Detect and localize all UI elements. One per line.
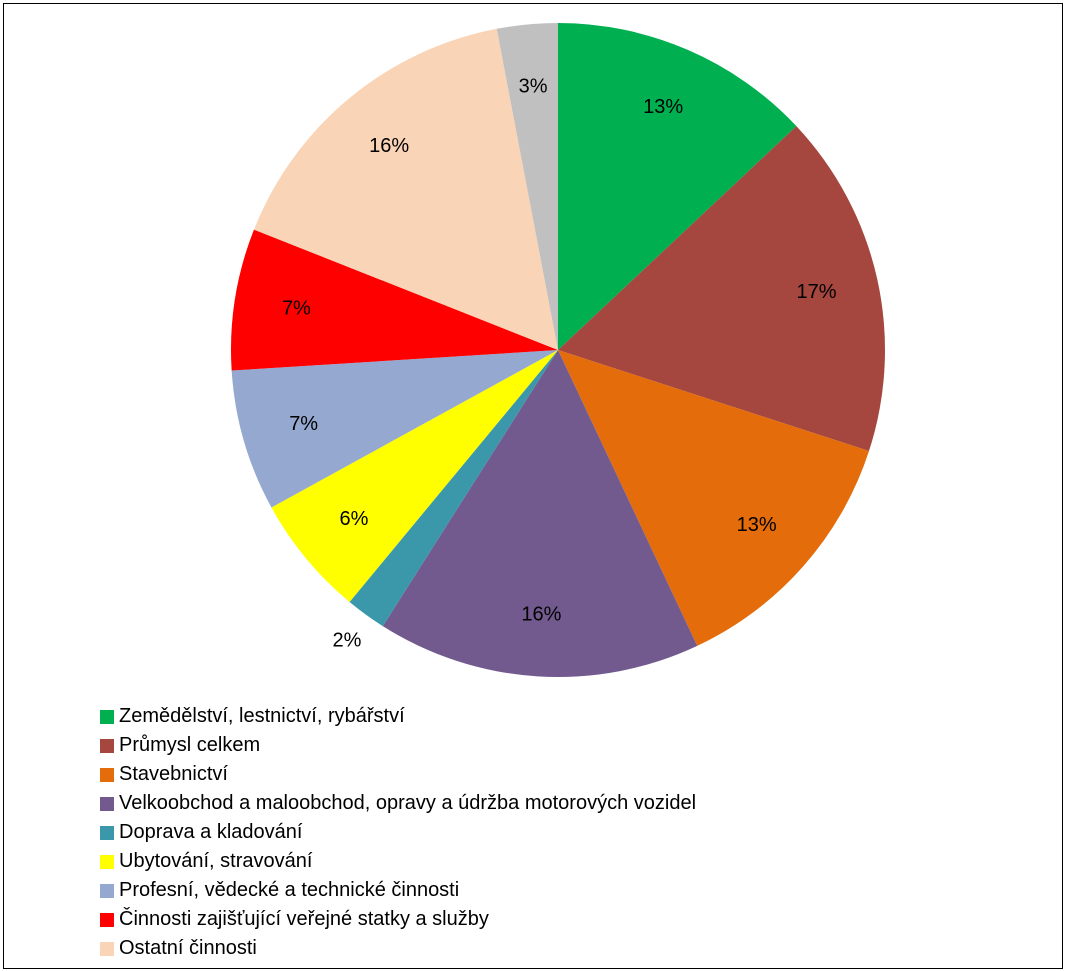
legend-item: Profesní, vědecké a technické činnosti	[100, 876, 696, 905]
legend-swatch	[100, 767, 114, 782]
legend-item: Průmysl celkem	[100, 731, 696, 760]
slice-value-label: 16%	[521, 603, 561, 625]
slice-value-label: 16%	[369, 135, 409, 157]
legend-swatch	[100, 854, 114, 869]
legend-item: Stavebnictví	[100, 760, 696, 789]
legend-label: Průmysl celkem	[119, 734, 261, 756]
legend-label: Velkoobchod a maloobchod, opravy a údržb…	[119, 792, 697, 814]
legend-item: Doprava a kladování	[100, 818, 696, 847]
legend: Zemědělství, lestnictví, rybářství Průmys…	[100, 702, 696, 963]
pie-slice	[558, 126, 885, 452]
slice-value-label: 7%	[289, 413, 318, 435]
slice-value-label: 17%	[796, 281, 836, 303]
pie-slice	[231, 350, 558, 508]
pie-slice	[271, 350, 558, 602]
legend-item: Velkoobchod a maloobchod, opravy a údržb…	[100, 789, 696, 818]
slice-value-label: 2%	[333, 629, 362, 651]
legend-label: Ostatní činnosti	[119, 937, 257, 959]
legend-label: Činnosti zajišťující veřejné statky a sl…	[119, 908, 489, 930]
pie-slice	[558, 23, 797, 350]
legend-item: Zemědělství, lestnictví, rybářství	[100, 702, 696, 731]
slice-value-label: 13%	[643, 96, 683, 118]
pie-slice	[558, 350, 869, 646]
pie-slice	[496, 23, 558, 350]
legend-swatch	[100, 825, 114, 840]
pie-chart: 13% 17% 13% 16% 2% 6% 7% 7% 16% 3%	[231, 23, 885, 677]
pie-slice	[231, 229, 558, 371]
legend-swatch	[100, 738, 114, 753]
slice-value-label: 7%	[282, 298, 311, 320]
legend-swatch	[100, 709, 114, 724]
legend-swatch	[100, 912, 114, 927]
legend-item: Ubytování, stravování	[100, 847, 696, 876]
legend-item: Ostatní činnosti	[100, 934, 696, 963]
chart-frame: 13% 17% 13% 16% 2% 6% 7% 7% 16% 3% Zemědělství, l…	[3, 3, 1063, 969]
slice-value-label: 6%	[339, 508, 368, 530]
pie-slice	[349, 350, 558, 627]
legend-label: Doprava a kladování	[119, 821, 303, 843]
slice-value-label: 3%	[519, 75, 548, 97]
legend-item: Činnosti zajišťující veřejné statky a sl…	[100, 905, 696, 934]
legend-label: Ubytování, stravování	[119, 850, 313, 872]
pie-slice	[253, 28, 559, 351]
legend-label: Profesní, vědecké a technické činnosti	[119, 879, 460, 901]
legend-label: Stavebnictví	[119, 763, 228, 785]
slice-value-label: 13%	[737, 514, 777, 536]
legend-swatch	[100, 941, 114, 956]
legend-swatch	[100, 883, 114, 898]
legend-swatch	[100, 796, 114, 811]
pie-slice	[382, 350, 698, 677]
legend-label: Zemědělství, lestnictví, rybářství	[119, 705, 405, 727]
